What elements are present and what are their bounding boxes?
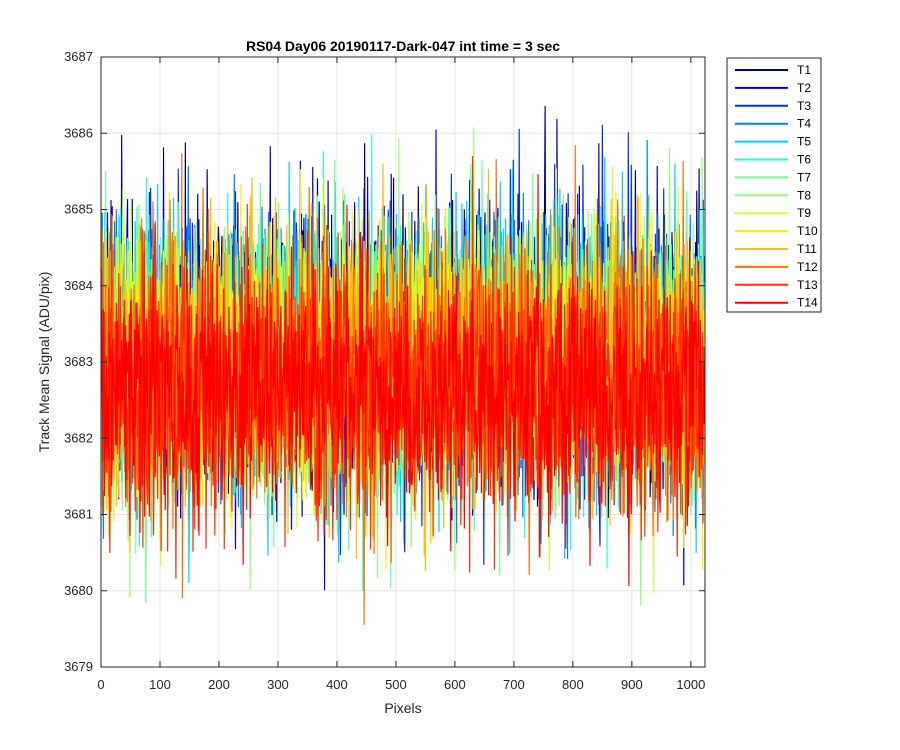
legend: T1 T2 T3 T4 T5 T6 T7 T8 T9 T10 T11 T12 T13 T14 [726,57,822,313]
x-tick-label: 900 [621,677,643,692]
x-tick-label: 700 [503,677,525,692]
legend-label-t6: T6 [797,153,811,167]
legend-label-t7: T7 [797,170,811,184]
x-tick-label: 500 [385,677,407,692]
y-tick-label: 3685 [64,202,93,217]
y-tick-label: 3684 [64,278,93,293]
y-tick-labels: 3679 3680 3681 3682 3683 3684 3685 3686 3687 [64,49,93,674]
y-axis-label: Track Mean Signal (ADU/pix) [36,272,52,453]
legend-label-t2: T2 [797,81,811,95]
legend-label-t11: T11 [797,242,817,256]
legend-label-t8: T8 [797,188,811,202]
chart-title: RS04 Day06 20190117-Dark-047 int time = … [246,38,560,54]
y-tick-label: 3680 [64,583,93,598]
legend-label-t3: T3 [797,99,811,113]
x-axis-label: Pixels [384,700,421,716]
legend-label-t14: T14 [797,296,818,310]
y-tick-label: 3682 [64,430,93,445]
x-tick-label: 200 [208,677,230,692]
x-tick-label: 400 [326,677,348,692]
x-tick-label: 1000 [676,677,705,692]
y-tick-label: 3679 [64,659,93,674]
legend-label-t9: T9 [797,206,811,220]
ticks [100,56,705,668]
x-tick-labels: 0 100 200 300 400 500 600 700 800 900 1000 [97,677,705,692]
y-tick-label: 3683 [64,354,93,369]
series-line-t14 [101,174,705,587]
x-tick-label: 100 [149,677,171,692]
legend-items: T1 T2 T3 T4 T5 T6 T7 T8 T9 T10 T11 T12 T13 T14 [735,63,818,310]
legend-box [726,57,822,313]
legend-label-t13: T13 [797,278,818,292]
series-layer [101,105,705,626]
x-tick-label: 800 [562,677,584,692]
legend-label-t5: T5 [797,135,811,149]
x-tick-label: 300 [267,677,289,692]
legend-label-t1: T1 [797,63,811,77]
y-tick-label: 3681 [64,507,93,522]
legend-label-t4: T4 [797,117,811,131]
y-tick-label: 3687 [64,49,93,64]
x-tick-label: 0 [97,677,104,692]
x-tick-label: 600 [444,677,466,692]
legend-label-t12: T12 [797,260,818,274]
y-tick-label: 3686 [64,125,93,140]
legend-label-t10: T10 [797,224,818,238]
